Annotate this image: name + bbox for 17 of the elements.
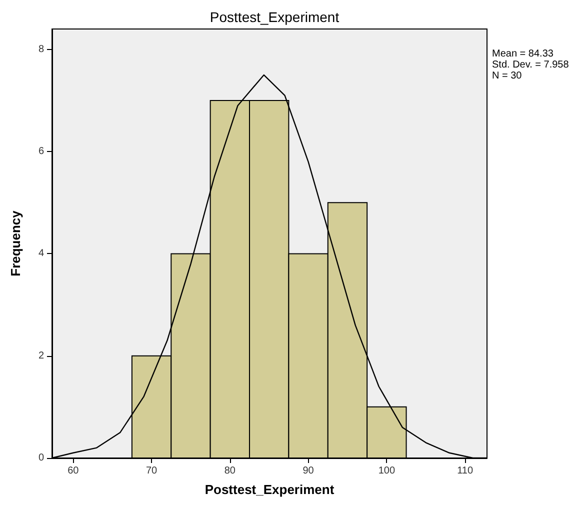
text: N = 30 [492, 70, 522, 82]
y-axis-title: Frequency [8, 210, 23, 276]
y-tick-label: 4 [38, 248, 44, 260]
x-tick-label: 100 [378, 466, 396, 476]
y-tick-label: 2 [38, 350, 44, 362]
x-tick-label: 90 [302, 466, 314, 476]
x-tick-label: 110 [457, 466, 474, 476]
x-tick-label: 80 [224, 466, 236, 476]
text: Std. Dev. = 7.958 [492, 60, 570, 70]
y-tick-label: 8 [38, 44, 44, 55]
text: Mean = 84.33 [492, 48, 554, 60]
y-tick-label: 0 [38, 452, 44, 464]
x-tick-label: 70 [146, 466, 158, 476]
y-tick-label: 6 [38, 146, 44, 158]
x-tick-label: 60 [68, 466, 80, 476]
x-axis-title: Posttest_Experiment [204, 482, 335, 497]
chart-title: Posttest_Experiment [210, 9, 340, 25]
